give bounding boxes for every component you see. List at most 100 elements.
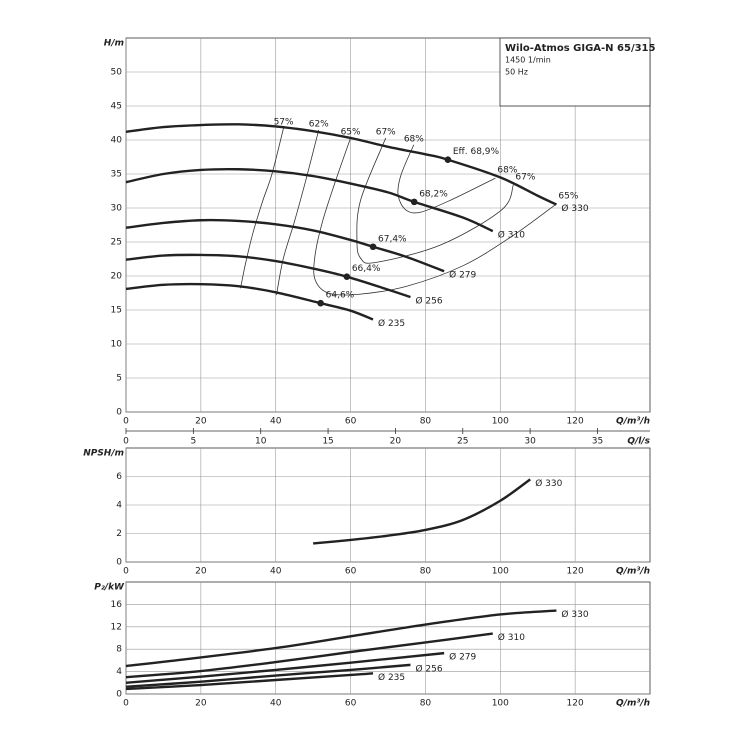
best-efficiency-point [343, 273, 351, 280]
chart-title: Wilo-Atmos GIGA-N 65/315 [505, 43, 656, 54]
x-tick-label: 80 [420, 417, 432, 427]
efficiency-label: 65% [341, 127, 361, 137]
y-axis-title: P₂/kW [94, 583, 125, 593]
x-axis-title: Q/m³/h [616, 699, 650, 709]
efficiency-label: 68% [404, 134, 424, 144]
x-tick-label: 20 [195, 699, 207, 709]
y-tick-label: 8 [116, 645, 122, 655]
x-tick-label: 0 [123, 699, 129, 709]
pump-curve [125, 663, 411, 688]
curve-label: Ø 279 [449, 270, 476, 281]
y-tick-label: 10 [111, 340, 123, 350]
pump-curve [125, 218, 445, 273]
x2-tick-label: 0 [123, 437, 129, 447]
efficiency-label: 67% [376, 127, 396, 137]
curve-label: Ø 330 [561, 609, 588, 620]
best-efficiency-point [369, 243, 377, 251]
x2-axis-title: Q/l/s [627, 437, 650, 447]
x-tick-label: 120 [567, 417, 584, 427]
x-axis-title: Q/m³/h [616, 417, 650, 427]
pump-curve [125, 672, 374, 691]
x2-tick-label: 30 [524, 437, 536, 447]
title-box [499, 37, 651, 107]
chart-subtitle: 50 Hz [505, 68, 528, 77]
x2-tick-label: 20 [390, 437, 402, 447]
x2-tick-label: 15 [322, 437, 333, 447]
pump-curve [313, 478, 531, 545]
x-tick-label: 60 [345, 567, 357, 577]
pump-curve [125, 651, 445, 684]
point-label: 66,4% [352, 264, 381, 274]
curve-label: Ø 330 [535, 478, 562, 489]
y-tick-label: 2 [116, 529, 122, 539]
x-tick-label: 100 [492, 417, 509, 427]
point-label: Eff. 68,9% [453, 147, 500, 157]
y-tick-label: 25 [111, 238, 122, 248]
y-axis-title: NPSH/m [83, 449, 124, 459]
x2-tick-label: 35 [592, 437, 603, 447]
y-tick-label: 0 [116, 558, 122, 568]
curve-label: Ø 310 [498, 632, 525, 643]
x-tick-label: 40 [270, 567, 282, 577]
y-tick-label: 6 [116, 472, 122, 482]
x-tick-label: 20 [195, 417, 207, 427]
curve-label: Ø 256 [415, 663, 442, 674]
x2-tick-label: 10 [255, 437, 267, 447]
x-tick-label: 120 [567, 699, 584, 709]
x-tick-label: 120 [567, 567, 584, 577]
x-axis-title: Q/m³/h [616, 567, 650, 577]
y-tick-label: 15 [111, 306, 122, 316]
curve-label: Ø 330 [561, 203, 588, 214]
pump-curve [125, 282, 374, 321]
point-label: 64,6% [326, 291, 355, 301]
y-tick-label: 35 [111, 170, 122, 180]
efficiency-curve [397, 144, 496, 214]
x2-tick-label: 5 [190, 437, 196, 447]
pump-curve [125, 123, 557, 206]
y-tick-label: 20 [111, 272, 123, 282]
efficiency-label: 57% [274, 117, 294, 127]
x-tick-label: 100 [492, 567, 509, 577]
curve-label: Ø 310 [498, 230, 525, 241]
x-tick-label: 60 [345, 417, 357, 427]
y-tick-label: 0 [116, 408, 122, 418]
efficiency-label: 68% [497, 166, 517, 176]
efficiency-label: 62% [309, 119, 329, 129]
x-tick-label: 80 [420, 567, 432, 577]
pump-curve [125, 609, 557, 668]
efficiency-curve [356, 137, 514, 264]
best-efficiency-point [410, 198, 418, 206]
efficiency-label: 67% [515, 172, 535, 182]
y-tick-label: 16 [111, 600, 123, 610]
y-tick-label: 30 [111, 204, 123, 214]
x-tick-label: 100 [492, 699, 509, 709]
curve-label: Ø 235 [378, 672, 405, 683]
best-efficiency-point [444, 156, 452, 164]
point-label: 67,4% [378, 234, 407, 244]
y-tick-label: 0 [116, 690, 122, 700]
y-tick-label: 12 [111, 622, 122, 632]
pump-curve [125, 632, 493, 679]
y-tick-label: 40 [111, 136, 123, 146]
x2-tick-label: 25 [457, 437, 468, 447]
chart-subtitle: 1450 1/min [505, 56, 551, 65]
x-tick-label: 60 [345, 699, 357, 709]
pump-curve [125, 253, 411, 299]
curve-label: Ø 235 [378, 318, 405, 329]
efficiency-curve [313, 137, 557, 296]
efficiency-curve [276, 129, 320, 296]
x-tick-label: 20 [195, 567, 207, 577]
x-tick-label: 0 [123, 417, 129, 427]
best-efficiency-point [317, 299, 324, 307]
x-tick-label: 0 [123, 567, 129, 577]
x-tick-label: 40 [270, 417, 282, 427]
pump-curve [125, 167, 494, 233]
x-tick-label: 80 [420, 699, 432, 709]
y-tick-label: 50 [111, 68, 123, 78]
curve-label: Ø 256 [415, 296, 442, 307]
x-tick-label: 40 [270, 699, 282, 709]
y-tick-label: 4 [116, 667, 122, 677]
efficiency-label: 65% [558, 191, 578, 201]
y-axis-title: H/m [104, 39, 124, 49]
